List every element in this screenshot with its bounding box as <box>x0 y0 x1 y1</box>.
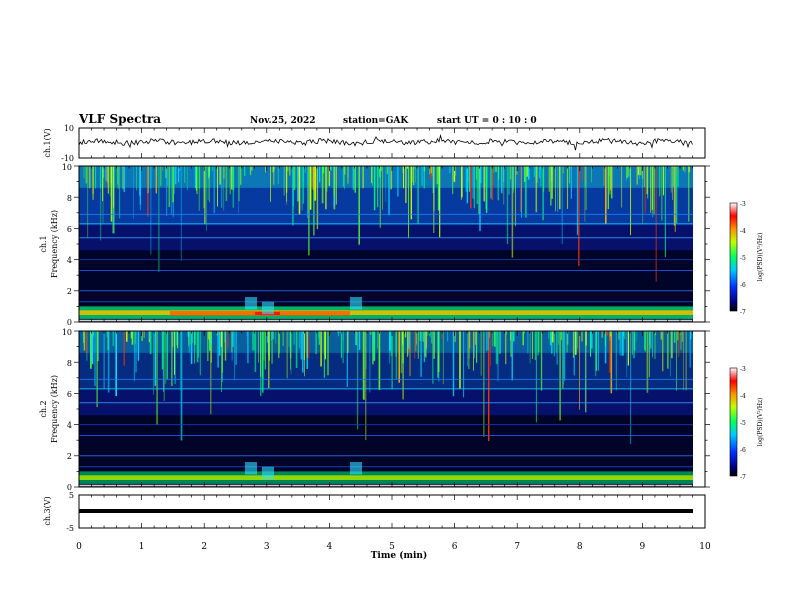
burst <box>350 462 362 475</box>
ch1-spectrogram-image <box>79 166 693 322</box>
ch1-waveform-panel: 10 -10 ch.1(V) <box>43 124 706 163</box>
figure-title: VLF Spectra <box>78 112 161 126</box>
ch1-ytick-bottom: -10 <box>61 154 74 163</box>
ch2-ytick-6: 6 <box>67 390 72 399</box>
xtick-5: 5 <box>389 542 395 552</box>
ch2-spectrogram-image <box>79 331 693 487</box>
ch1-colorbar: -3 -4 -5 -6 -7 log(PSD)(V²/Hz) <box>729 201 764 316</box>
cb1-tick-3: -3 <box>740 201 746 208</box>
burst <box>262 301 274 315</box>
burst <box>262 466 274 480</box>
ch1-ytick-8: 8 <box>67 194 72 203</box>
ch3-ytick-top: 5 <box>69 491 74 500</box>
ch3-ytick-bottom: -5 <box>66 524 74 533</box>
ch2-ytick-4: 4 <box>67 421 72 430</box>
ch2-colorbar: -3 -4 -5 -6 -7 log(PSD)(V²/Hz) <box>729 366 764 481</box>
ch2-spectrogram-ylabel-1: ch.2 <box>39 400 48 417</box>
xtick-10: 10 <box>699 542 711 552</box>
cb2-tick-6: -6 <box>740 447 746 454</box>
ch3-waveform-panel: 5 -5 ch.3(V) <box>43 491 706 533</box>
burst <box>245 297 257 310</box>
ch1-ytick-6: 6 <box>67 225 72 234</box>
ch2-spectrogram-panel: 0 2 4 6 8 10 ch.2 Frequency (kHz) <box>39 328 706 492</box>
cb2-tick-3: -3 <box>740 366 746 373</box>
ch3-waveform-ylabel: ch.3(V) <box>43 496 52 525</box>
cb1-tick-5: -5 <box>740 255 746 262</box>
ch1-waveform-ylabel: ch.1(V) <box>43 128 52 157</box>
burst <box>350 297 362 310</box>
cb2-tick-7: -7 <box>740 474 746 481</box>
xtick-3: 3 <box>264 542 270 552</box>
ch1-waveform-line <box>78 133 693 151</box>
ch1-ytick-10: 10 <box>62 163 72 172</box>
x-axis: 0 1 2 3 4 5 6 7 8 9 10 Time (min) <box>76 542 711 561</box>
ch1-ytick-2: 2 <box>67 287 72 296</box>
ch2-ytick-0: 0 <box>67 483 72 492</box>
low-frequency-core <box>79 475 693 480</box>
cb2-tick-5: -5 <box>740 420 746 427</box>
cb2-tick-4: -4 <box>740 393 746 400</box>
date-label: Nov.25, 2022 <box>250 116 316 126</box>
ch2-ytick-2: 2 <box>67 452 72 461</box>
xtick-9: 9 <box>640 542 646 552</box>
xtick-8: 8 <box>577 542 583 552</box>
ch2-ytick-8: 8 <box>67 359 72 368</box>
cb2-label: log(PSD)(V²/Hz) <box>757 398 764 447</box>
ch3-waveform-line <box>79 509 693 513</box>
ch1-ytick-4: 4 <box>67 256 72 265</box>
ch1-ytick-top: 10 <box>64 124 74 133</box>
xtick-2: 2 <box>201 542 207 552</box>
low-frequency-core <box>79 310 693 315</box>
start-time-label: start UT = 0 : 10 : 0 <box>437 116 537 126</box>
ch2-spectrogram-ylabel-2: Frequency (kHz) <box>50 375 59 443</box>
ch2-ytick-10: 10 <box>62 328 72 337</box>
ch1-spectrogram-ylabel-2: Frequency (kHz) <box>50 210 59 278</box>
ch1-spectrogram-panel: 0 2 4 6 8 10 ch.1 Frequency (kHz) <box>39 163 706 327</box>
station-label: station=GAK <box>343 116 409 126</box>
xtick-0: 0 <box>76 542 82 552</box>
xtick-6: 6 <box>452 542 458 552</box>
ch1-spectrogram-ylabel-1: ch.1 <box>39 235 48 252</box>
cb1-tick-4: -4 <box>740 228 746 235</box>
xtick-4: 4 <box>327 542 333 552</box>
burst <box>245 462 257 475</box>
hiss-band-top <box>79 331 693 353</box>
cb1-tick-7: -7 <box>740 309 746 316</box>
axis-ticks <box>74 128 710 528</box>
xtick-7: 7 <box>514 542 520 552</box>
xtick-1: 1 <box>139 542 145 552</box>
cb1-tick-6: -6 <box>740 282 746 289</box>
cb1-label: log(PSD)(V²/Hz) <box>757 233 764 282</box>
ch1-ytick-0: 0 <box>67 318 72 327</box>
x-axis-label: Time (min) <box>371 550 428 561</box>
